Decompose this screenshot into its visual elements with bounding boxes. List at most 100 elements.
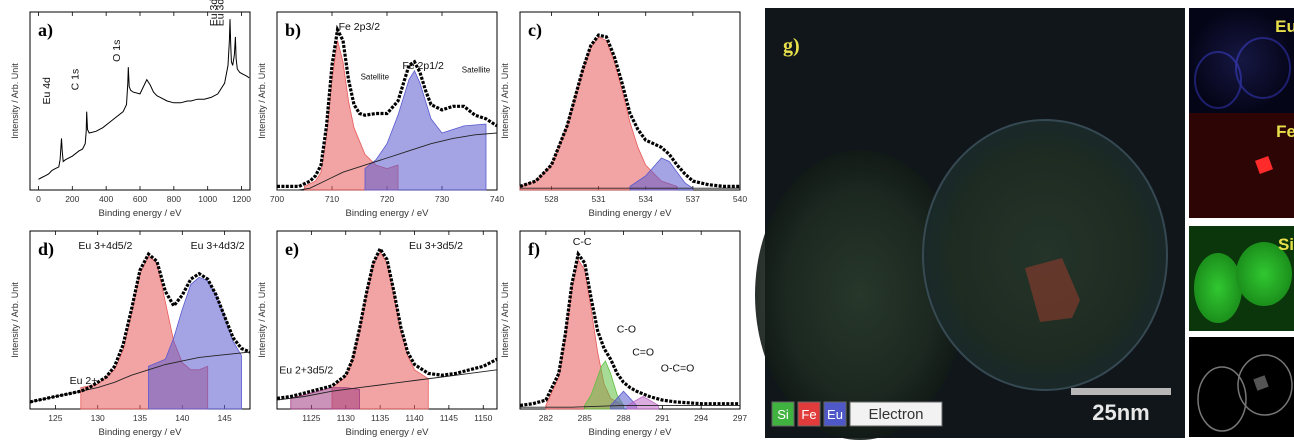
legend-label: Electron [868, 406, 923, 423]
si-particle-right [1236, 242, 1292, 306]
peak-annotation: C 1s [69, 69, 81, 91]
x-axis-label: Binding energy / eV [346, 208, 430, 219]
xps-panel-4: 125 130 135 140 145 Binding energy / eV Intens… [10, 230, 251, 438]
peak-component [629, 157, 694, 191]
measured-data-points [29, 251, 251, 404]
x-axis-label: Binding energy / eV [99, 208, 183, 219]
peak-component [290, 387, 360, 410]
xps-panels: 0 200 400 600 800 1000 1200 Binding energy / eV… [10, 0, 747, 438]
x-tick-label: 1145 [440, 413, 459, 423]
eu-haze [1189, 8, 1294, 113]
x-tick-label: 140 [175, 413, 189, 423]
background-line [520, 404, 740, 408]
x-tick-label: 1150 [474, 413, 493, 423]
x-tick-label: 1200 [232, 194, 251, 204]
legend-swatch [797, 401, 821, 427]
x-axis-label: Binding energy / eV [589, 427, 673, 438]
x-tick-label: 720 [380, 194, 394, 204]
x-tick-label: 130 [91, 413, 105, 423]
peak-annotation: Eu 3+4d3/2 [191, 240, 245, 252]
x-tick-label: 400 [99, 194, 113, 204]
peak-annotation: C-O [617, 323, 636, 335]
panel-letter: f) [528, 239, 540, 260]
x-tick-label: 528 [544, 194, 558, 204]
x-tick-label: 145 [218, 413, 232, 423]
x-tick-label: 1130 [337, 413, 356, 423]
x-axis-label: Binding energy / eV [99, 427, 183, 438]
xps-panel-5: 1125 1130 1135 1140 1145 1150 Binding energy /… [257, 230, 498, 438]
peak-annotation: Eu 4d [41, 77, 53, 105]
xps-panel-6: 282 285 288 291 294 297 Binding energy / eV Int… [500, 230, 747, 438]
scale-bar-label: 25nm [1092, 400, 1149, 425]
legend-label: Eu [827, 407, 843, 422]
si-haze [1189, 226, 1294, 331]
panel-letter: a) [38, 20, 53, 41]
peak-annotation: Eu 3+4d5/2 [78, 240, 132, 252]
peak-annotation: C=O [632, 347, 654, 359]
x-tick-label: 1135 [371, 413, 390, 423]
xps-panel-3: 528 531 534 537 540 Binding energy / eV Intens… [500, 11, 747, 219]
x-tick-label: 291 [655, 413, 669, 423]
measured-data-points [277, 24, 498, 188]
x-tick-label: 1125 [302, 413, 321, 423]
legend-label: Fe [801, 407, 816, 422]
x-tick-label: 1000 [198, 194, 217, 204]
iron-oxide-core [1025, 258, 1080, 322]
x-axis-label: Binding energy / eV [589, 208, 673, 219]
peak-annotation: Satellite [462, 66, 491, 75]
peak-component [626, 396, 659, 410]
eds-maps: Eu Fe Si [1189, 8, 1294, 437]
panel-letter: b) [285, 20, 301, 41]
panel-letter: c) [528, 20, 542, 41]
x-tick-label: 294 [694, 413, 708, 423]
fe-haze [1189, 113, 1294, 218]
x-tick-label: 135 [133, 413, 147, 423]
element-legend: Si Fe Eu Electron [771, 401, 943, 427]
x-tick-label: 710 [325, 194, 339, 204]
peak-annotation: Fe 2p3/2 [339, 21, 381, 33]
peak-annotation: Eu 2+ [70, 375, 98, 387]
eds-map-label: Si [1278, 235, 1294, 254]
measured-data-points [276, 245, 498, 400]
x-tick-label: 200 [65, 194, 79, 204]
tem-eds-section: g) 25nm Si Fe Eu Electron Eu Fe Si [755, 8, 1294, 440]
survey-spectrum [38, 19, 250, 180]
legend-swatch [823, 401, 847, 427]
x-tick-label: 1140 [405, 413, 424, 423]
x-tick-label: 700 [270, 194, 284, 204]
xps-panel-2: 700 710 720 730 740 Binding energy / eV Intens… [257, 11, 504, 219]
x-tick-label: 0 [36, 194, 41, 204]
legend-swatch [849, 401, 943, 427]
nanoparticle-right [922, 119, 1168, 391]
panel-letter: e) [285, 239, 299, 260]
x-tick-label: 125 [48, 413, 62, 423]
y-axis-label: Intensity / Arb. Unit [500, 282, 510, 358]
plot-frame [29, 11, 251, 191]
scale-bar [1071, 388, 1171, 395]
peak-annotation: Satellite [361, 73, 390, 82]
eds-map-label: Fe [1276, 122, 1294, 141]
peak-annotation: Eu 3d5/2 [208, 0, 220, 26]
eds-map-label: Eu [1275, 17, 1294, 36]
background-line [277, 132, 498, 191]
tem-panel-label: g) [783, 35, 800, 57]
legend-label: Si [777, 407, 789, 422]
fe-core-spot [1255, 156, 1273, 174]
xps-panel-1: 0 200 400 600 800 1000 1200 Binding energy / eV… [10, 0, 251, 219]
legend-swatch [771, 401, 795, 427]
peak-annotation: Fe 2p1/2 [402, 60, 444, 72]
measured-data-points [519, 33, 740, 188]
electron-core [1253, 375, 1269, 391]
x-tick-label: 297 [733, 413, 747, 423]
y-axis-label: Intensity / Arb. Unit [257, 63, 267, 139]
peak-component [364, 69, 487, 191]
y-axis-label: Intensity / Arb. Unit [10, 282, 20, 358]
x-tick-label: 730 [435, 194, 449, 204]
background-line [276, 369, 498, 401]
peak-annotation: O-C=O [661, 363, 695, 375]
x-tick-label: 600 [133, 194, 147, 204]
si-particle-left [1194, 253, 1242, 323]
x-tick-label: 740 [490, 194, 504, 204]
y-axis-label: Intensity / Arb. Unit [500, 63, 510, 139]
